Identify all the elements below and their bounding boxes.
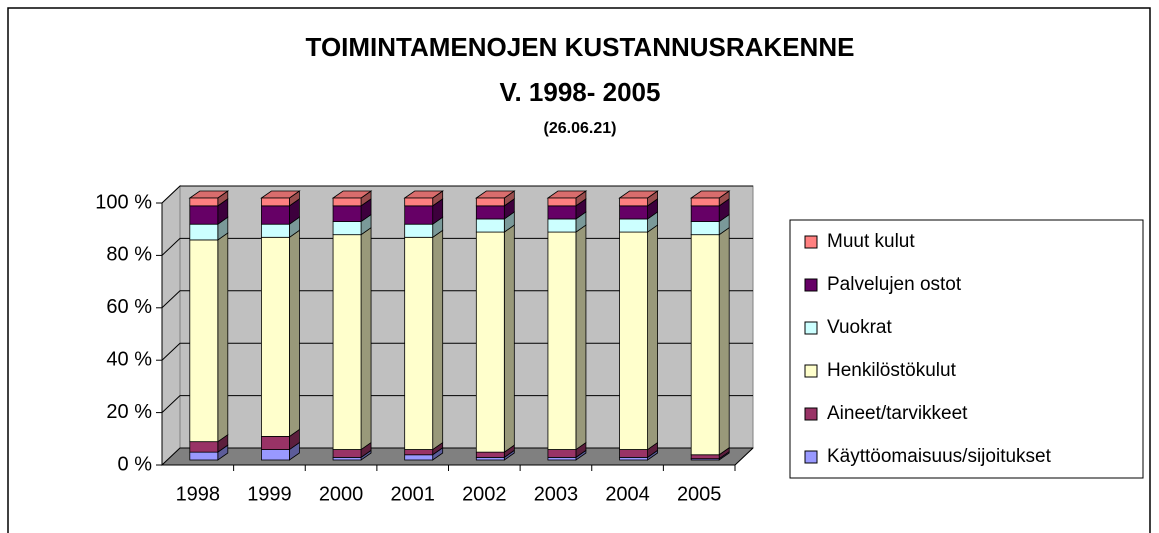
bar-segment [404,205,434,225]
y-tick-label: 40 % [106,348,152,370]
bar-segment [619,197,648,207]
bar-segment [261,197,290,207]
bar-segment [619,449,648,458]
bar-segment [261,223,290,238]
bar-segment [332,197,362,207]
legend-swatch [804,321,818,335]
x-tick-label: 2002 [462,483,507,505]
legend-label: Henkilöstökulut [827,360,957,381]
legend-swatch [804,407,818,421]
x-tick-label: 2000 [319,483,364,505]
bar-side [432,229,444,451]
bar-segment [189,197,219,207]
bar-segment [261,236,290,437]
bar-segment [619,218,648,233]
bar-segment [261,449,290,461]
y-tick-label: 0 % [118,453,153,475]
bar-segment [404,223,434,238]
bar-segment [189,239,219,443]
bar-segment [189,451,219,461]
bar-segment [261,436,290,450]
grid-line [161,185,753,204]
legend-swatch [804,278,818,292]
bar-segment [404,197,434,207]
chart-note: (26.06.21) [544,120,617,137]
chart-title: TOIMINTAMENOJEN KUSTANNUSRAKENNE [306,32,855,62]
bar-segment [189,441,219,453]
bar-segment [404,449,434,456]
x-tick-label: 2004 [605,483,650,505]
bar-side [647,224,658,451]
bar-side [217,232,229,443]
x-tick-label: 1998 [176,483,221,505]
bar-segment [475,205,505,220]
bar-side [503,224,515,453]
legend-label: Muut kulut [827,231,915,252]
bar-segment [690,197,720,207]
y-tick-label: 80 % [106,244,152,266]
bar-segment [332,449,362,458]
bar-side [289,229,300,438]
bar-side [360,226,372,451]
bar-segment [261,205,290,225]
y-tick-label: 20 % [106,401,152,423]
bar-segment [690,234,720,456]
legend-swatch [804,364,818,378]
floor [160,447,755,466]
bar-segment [547,197,577,207]
y-tick-label: 60 % [106,296,152,318]
x-tick-label: 1999 [247,483,292,505]
bar-segment [547,231,577,450]
bar-segment [189,205,219,225]
bar-segment [332,221,362,236]
legend-box [789,219,1144,479]
bar-segment [619,231,648,450]
chart-subtitle: V. 1998- 2005 [500,77,661,107]
bar-segment [547,218,577,233]
bar-segment [332,234,362,450]
legend-label: Aineet/tarvikkeet [827,403,968,424]
legend-swatch [804,450,818,464]
bar-segment [404,454,434,461]
bar-segment [619,205,648,220]
side-wall [161,184,181,467]
bar-segment [547,449,577,458]
bar-segment [332,205,362,222]
bar-segment [189,223,219,241]
bar-segment [690,454,720,460]
legend-label: Vuokrat [827,317,892,338]
legend-label: Käyttöomaisuus/sijoitukset [827,446,1052,467]
bar-segment [475,231,505,453]
bar-side [575,224,587,451]
bar-segment [690,205,720,222]
x-tick-label: 2001 [390,483,435,505]
legend-swatch [804,235,818,249]
x-tick-label: 2005 [677,483,722,505]
bar-segment [547,205,577,220]
bar-segment [404,236,434,450]
bar-segment [475,197,505,207]
legend-label: Palvelujen ostot [827,274,962,295]
bar-segment [690,221,720,236]
x-tick-label: 2003 [534,483,579,505]
x-axis-depth [734,447,754,466]
bar-segment [475,218,505,233]
bar-side [718,226,730,456]
y-tick-label: 100 % [95,191,152,213]
chart-border [7,7,1151,533]
bar-segment [475,451,505,458]
